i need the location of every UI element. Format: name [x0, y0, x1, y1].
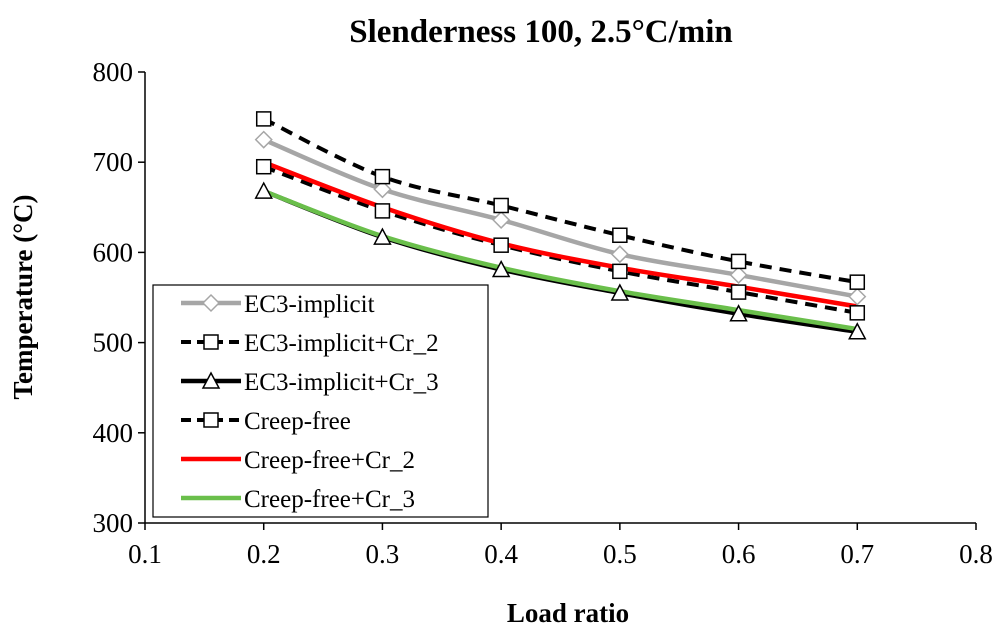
data-point — [255, 111, 272, 127]
chart-title: Slenderness 100, 2.5°C/min — [349, 14, 733, 50]
series-1 — [262, 137, 858, 299]
axes: 0.1 0.2 0.3 0.4 0.5 0.6 0.7 0.8 300 400 500 600 700 8… — [93, 57, 993, 569]
x-tick-label: 0.7 — [840, 539, 874, 569]
data-point — [491, 259, 511, 278]
data-point — [374, 168, 391, 185]
x-tick-label: 0.8 — [959, 539, 993, 569]
legend-label: Creep-free+Cr_3 — [244, 486, 415, 513]
series-line — [262, 137, 858, 299]
data-point — [849, 274, 866, 290]
x-tick-label: 0.6 — [722, 539, 756, 569]
legend-marker — [201, 293, 221, 313]
y-tick-label: 400 — [93, 418, 134, 448]
legend-entry: Creep-free+Cr_2 — [181, 447, 415, 474]
data-point — [373, 180, 392, 199]
x-axis-label: Load ratio — [507, 598, 629, 628]
series-4-markers — [255, 111, 866, 290]
data-point — [373, 227, 392, 245]
data-point — [374, 203, 391, 219]
data-point — [730, 253, 747, 270]
legend-entry: Creep-free — [181, 408, 351, 435]
data-point — [610, 283, 630, 301]
y-tick-label: 600 — [93, 237, 134, 267]
legend: EC3-implicit EC3-implicit+Cr_2 EC3-implici… — [152, 284, 489, 518]
legend-marker — [203, 334, 219, 350]
legend-marker — [201, 371, 221, 389]
series-3-markers — [254, 181, 867, 340]
x-tick-label: 0.3 — [366, 539, 400, 569]
y-tick-label: 800 — [93, 57, 134, 87]
x-tick-label: 0.4 — [484, 539, 518, 569]
y-tick-label: 300 — [93, 508, 134, 538]
legend-entry: Creep-free+Cr_3 — [181, 486, 415, 513]
legend-label: Creep-free — [244, 408, 351, 435]
legend-marker — [203, 412, 219, 428]
x-tick-label: 0.2 — [247, 539, 281, 569]
legend-box — [152, 284, 489, 518]
legend-entry: EC3-implicit+Cr_3 — [181, 369, 439, 396]
y-tick-label: 700 — [93, 147, 134, 177]
data-point — [612, 227, 628, 244]
y-axis-label: Temperature (°C) — [8, 194, 38, 399]
legend-label: Creep-free+Cr_2 — [244, 447, 415, 474]
data-point — [254, 181, 273, 199]
data-point — [729, 265, 748, 285]
data-point — [493, 197, 509, 214]
legend-entry: EC3-implicit — [181, 291, 375, 318]
series-layer — [254, 111, 867, 340]
series-6 — [262, 188, 858, 332]
data-point — [493, 237, 509, 253]
legend-label: EC3-implicit — [244, 291, 375, 318]
data-point — [612, 263, 628, 280]
data-point — [254, 130, 273, 149]
data-point — [730, 284, 747, 300]
x-tick-label: 0.1 — [128, 539, 162, 569]
series-2-markers — [255, 158, 866, 321]
data-point — [255, 158, 272, 175]
legend-label: EC3-implicit+Cr_2 — [244, 330, 439, 357]
data-point — [848, 287, 867, 306]
data-point — [492, 210, 511, 229]
legend-label: EC3-implicit+Cr_3 — [244, 369, 439, 396]
data-point — [849, 305, 866, 321]
series-line — [262, 188, 858, 332]
legend-entry: EC3-implicit+Cr_2 — [181, 330, 439, 357]
data-point — [729, 304, 748, 322]
series-1-markers — [254, 130, 867, 306]
data-point — [610, 245, 629, 264]
y-tick-label: 500 — [93, 328, 134, 358]
x-tick-label: 0.5 — [603, 539, 637, 569]
data-point — [848, 322, 867, 340]
